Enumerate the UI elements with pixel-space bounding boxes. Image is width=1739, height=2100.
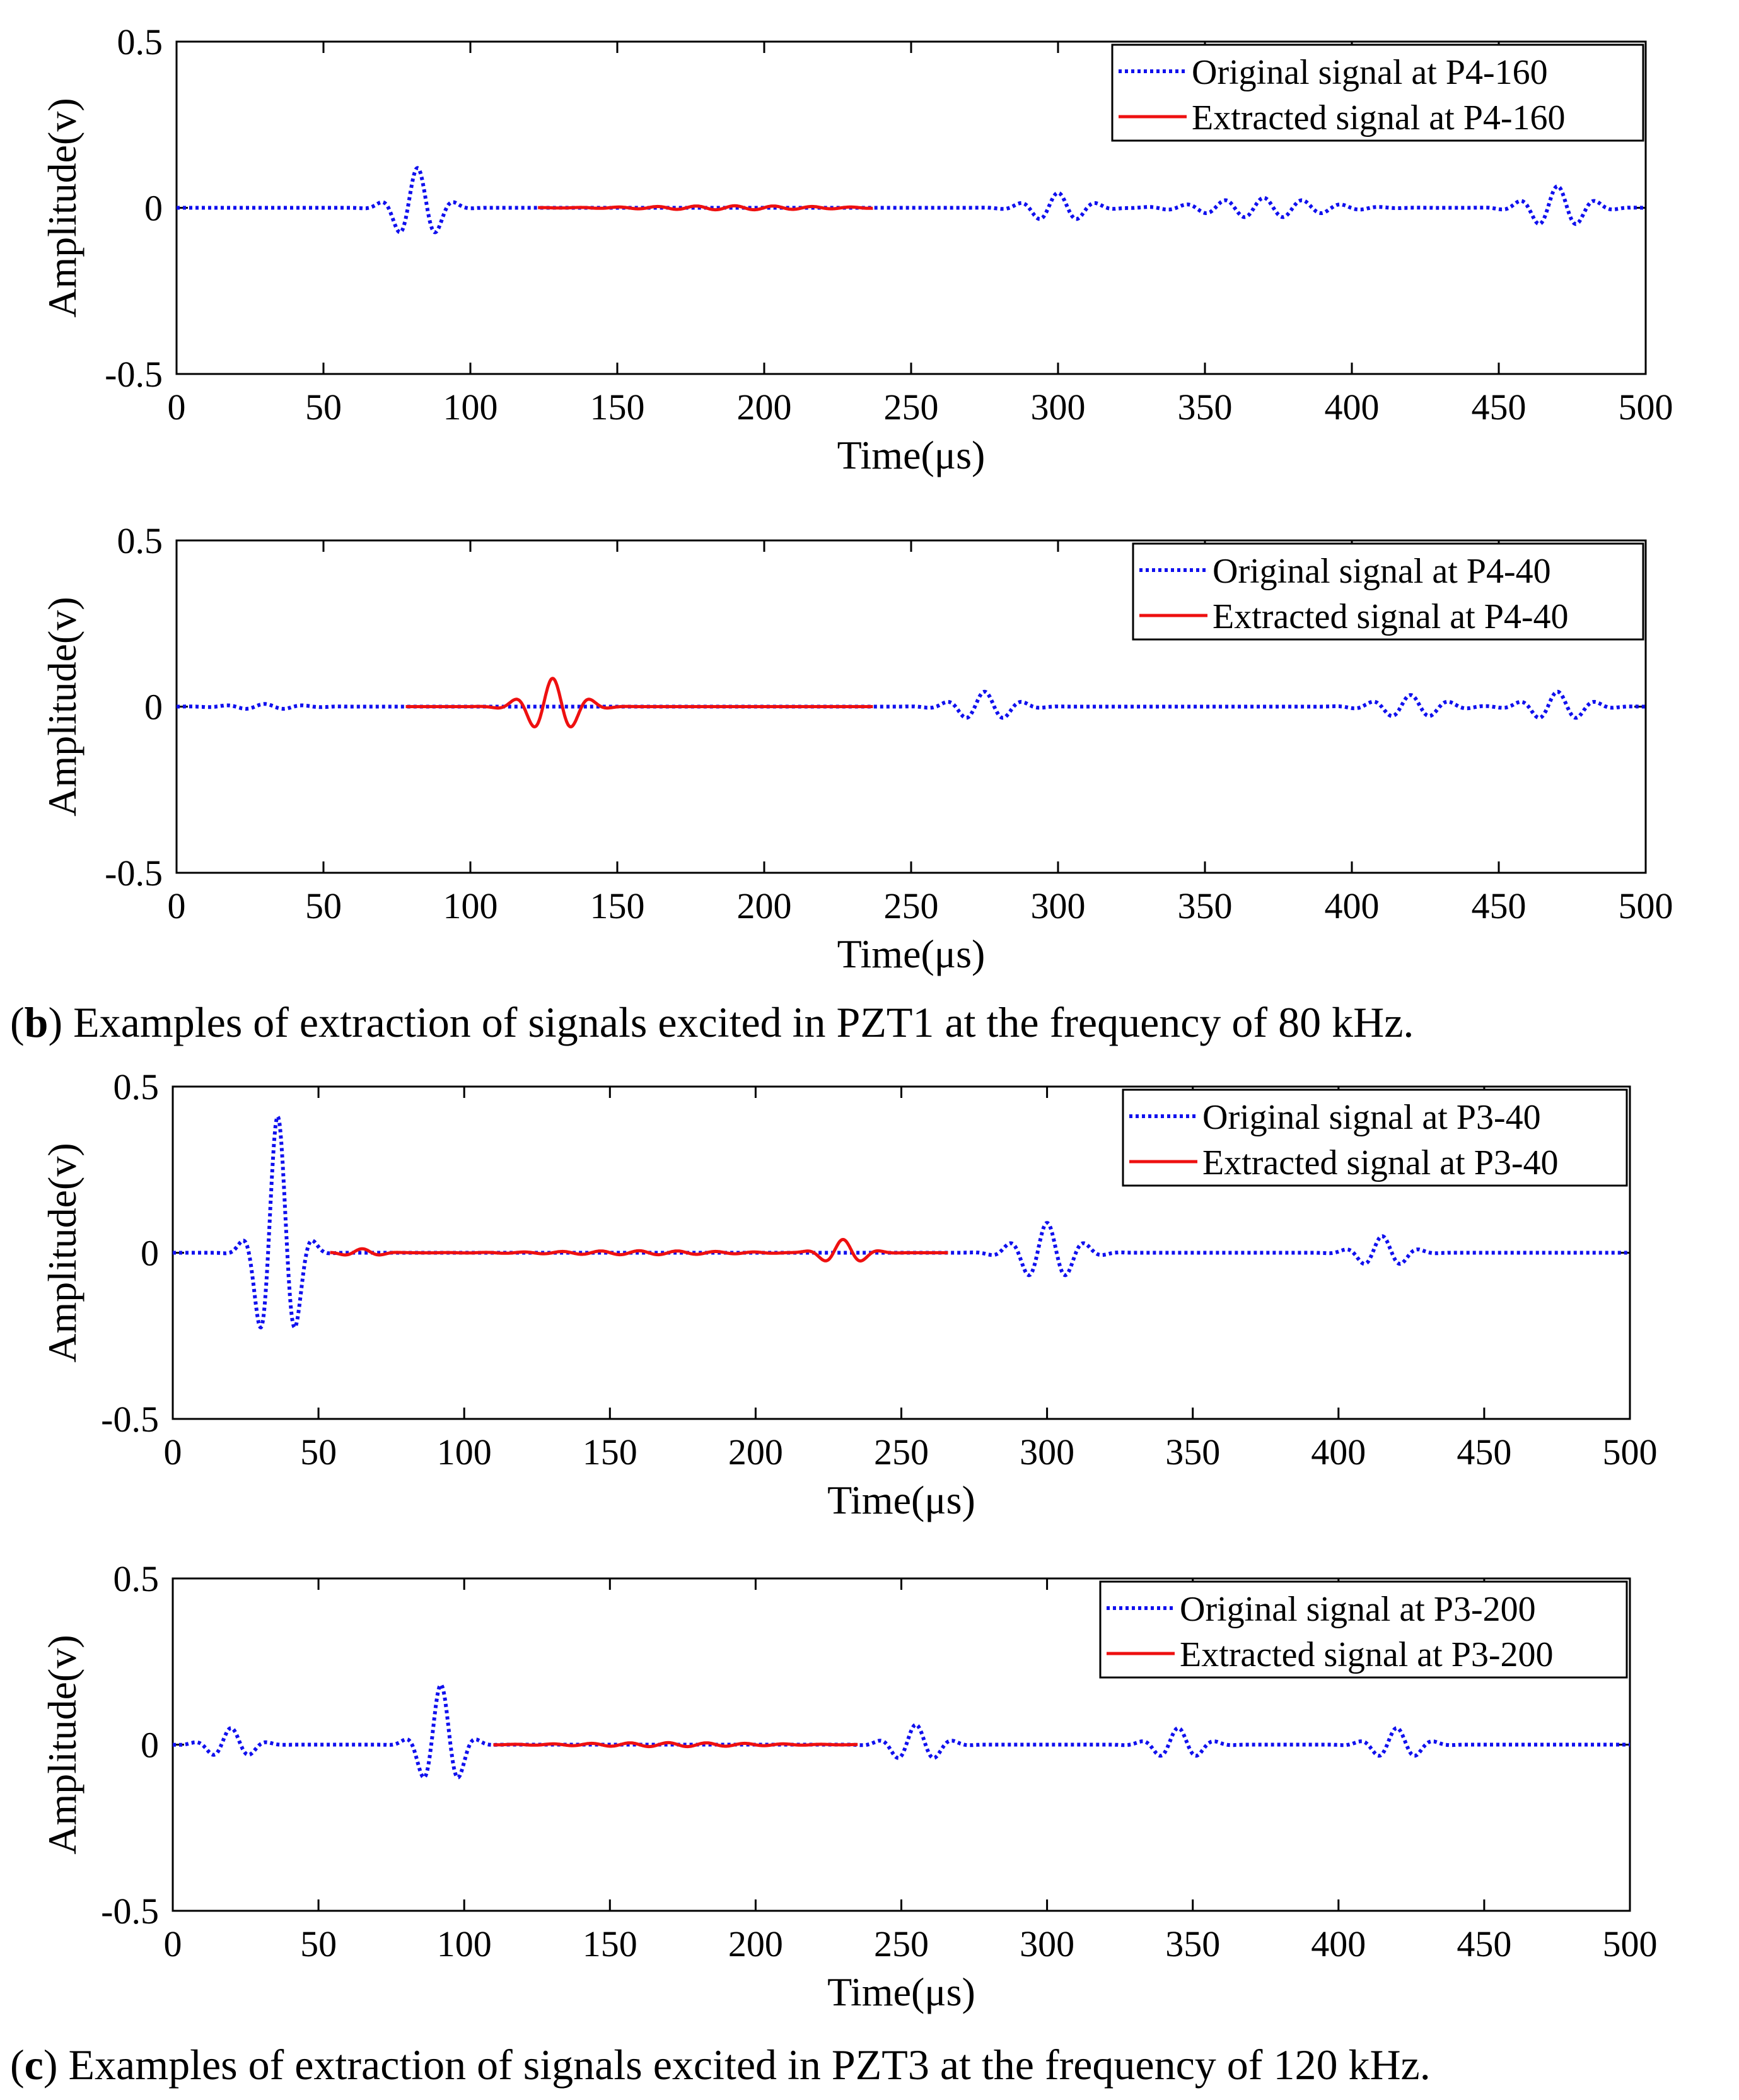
- y-tick-label: -0.5: [101, 1399, 159, 1440]
- legend-box: [1122, 1088, 1628, 1187]
- x-tick-label: 50: [300, 1432, 337, 1473]
- series-extracted-line: [492, 1741, 859, 1749]
- series-original-line: [175, 689, 1647, 720]
- x-tick-label: 150: [590, 387, 645, 428]
- x-tick-label: 300: [1031, 885, 1086, 926]
- legend: Original signal at P3-40 Extracted signal…: [1122, 1088, 1628, 1187]
- y-tick-label: -0.5: [101, 1891, 159, 1932]
- legend: Original signal at P4-160 Extracted signa…: [1111, 44, 1644, 142]
- x-tick-label: 150: [583, 1923, 637, 1964]
- legend-box: [1111, 44, 1644, 142]
- x-tick-label: 0: [164, 1432, 182, 1473]
- caption-c-text: Examples of extraction of signals excite…: [68, 2041, 1431, 2089]
- y-tick-label: 0: [144, 188, 163, 229]
- x-tick-label: 200: [728, 1923, 783, 1964]
- x-tick-label: 100: [437, 1923, 492, 1964]
- x-tick-label: 150: [583, 1432, 637, 1473]
- series-extracted-line: [329, 1238, 949, 1263]
- legend-label: Extracted signal at P3-40: [1202, 1143, 1559, 1182]
- y-tick-label: 0.5: [113, 1558, 160, 1599]
- series-extracted-line: [537, 204, 874, 212]
- x-tick-label: 50: [300, 1923, 337, 1964]
- y-tick-label: 0.5: [113, 1066, 160, 1107]
- x-tick-label: 0: [168, 885, 186, 926]
- y-axis-label: Amplitude(v): [40, 1143, 84, 1362]
- caption-c-label: c: [24, 2041, 44, 2089]
- x-tick-label: 200: [737, 885, 792, 926]
- legend-label: Extracted signal at P4-160: [1192, 98, 1566, 137]
- caption-b-label: b: [24, 998, 49, 1046]
- x-tick-label: 300: [1020, 1432, 1074, 1473]
- legend-label: Original signal at P4-40: [1213, 552, 1551, 591]
- x-tick-label: 250: [874, 1432, 929, 1473]
- x-axis-label: Time(μs): [827, 1478, 975, 1522]
- x-axis-label: Time(μs): [827, 1969, 975, 2014]
- x-tick-label: 400: [1325, 885, 1380, 926]
- x-tick-label: 350: [1178, 885, 1233, 926]
- caption-c: (c) Examples of extraction of signals ex…: [10, 2041, 1431, 2089]
- x-axis-label: Time(μs): [837, 931, 986, 976]
- x-tick-label: 50: [305, 387, 342, 428]
- series-extracted-line: [405, 677, 874, 728]
- x-tick-label: 450: [1472, 885, 1527, 926]
- x-tick-label: 300: [1031, 387, 1086, 428]
- x-tick-label: 500: [1619, 885, 1673, 926]
- legend-box: [1099, 1580, 1628, 1679]
- x-tick-label: 450: [1457, 1432, 1511, 1473]
- y-tick-label: 0.5: [117, 21, 163, 62]
- x-axis-label: Time(μs): [837, 433, 986, 477]
- x-tick-label: 250: [874, 1923, 929, 1964]
- y-tick-label: 0.5: [117, 520, 163, 561]
- x-tick-label: 350: [1165, 1923, 1220, 1964]
- legend-label: Original signal at P4-160: [1192, 53, 1548, 92]
- x-tick-label: 500: [1603, 1923, 1658, 1964]
- series-original-line: [175, 166, 1647, 235]
- x-tick-label: 100: [437, 1432, 492, 1473]
- y-tick-label: 0: [141, 1233, 159, 1274]
- y-axis-label: Amplitude(v): [40, 597, 84, 816]
- chart-1: 0 50 100 150 200 250 300 350 400 450 500-0.500.5Ti…: [40, 21, 1673, 477]
- x-tick-label: 250: [884, 387, 939, 428]
- x-tick-label: 500: [1603, 1432, 1658, 1473]
- legend-label: Extracted signal at P3-200: [1180, 1635, 1554, 1674]
- x-tick-label: 150: [590, 885, 645, 926]
- x-tick-label: 350: [1165, 1432, 1220, 1473]
- y-tick-label: -0.5: [105, 354, 163, 395]
- legend-label: Extracted signal at P4-40: [1213, 597, 1569, 636]
- caption-b: (b) Examples of extraction of signals ex…: [10, 998, 1414, 1046]
- legend: Original signal at P4-40 Extracted signal…: [1132, 542, 1644, 641]
- x-tick-label: 200: [728, 1432, 783, 1473]
- x-tick-label: 100: [443, 885, 498, 926]
- x-tick-label: 200: [737, 387, 792, 428]
- x-tick-label: 0: [168, 387, 186, 428]
- legend-label: Original signal at P3-40: [1202, 1098, 1541, 1137]
- caption-b-text: Examples of extraction of signals excite…: [73, 998, 1414, 1046]
- legend: Original signal at P3-200 Extracted signa…: [1099, 1580, 1628, 1679]
- legend-label: Original signal at P3-200: [1180, 1590, 1536, 1629]
- x-tick-label: 400: [1325, 387, 1380, 428]
- series-original-line: [172, 1683, 1631, 1780]
- x-tick-label: 400: [1311, 1923, 1366, 1964]
- legend-box: [1132, 542, 1644, 641]
- y-axis-label: Amplitude(v): [40, 1635, 84, 1854]
- x-tick-label: 500: [1619, 387, 1673, 428]
- x-tick-label: 0: [164, 1923, 182, 1964]
- x-tick-label: 300: [1020, 1923, 1074, 1964]
- x-tick-label: 100: [443, 387, 498, 428]
- y-tick-label: 0: [144, 687, 163, 728]
- x-tick-label: 250: [884, 885, 939, 926]
- chart-4: 0 50 100 150 200 250 300 350 400 450 500-0.500.5Ti…: [40, 1558, 1658, 2014]
- chart-2: 0 50 100 150 200 250 300 350 400 450 500-0.500.5Ti…: [40, 520, 1673, 976]
- chart-3: 0 50 100 150 200 250 300 350 400 450 5000.50-0.5Ti…: [40, 1066, 1658, 1522]
- x-tick-label: 350: [1178, 387, 1233, 428]
- y-tick-label: 0: [141, 1725, 159, 1766]
- x-tick-label: 400: [1311, 1432, 1366, 1473]
- x-tick-label: 50: [305, 885, 342, 926]
- y-axis-label: Amplitude(v): [40, 98, 84, 317]
- x-tick-label: 450: [1457, 1923, 1511, 1964]
- x-tick-label: 450: [1472, 387, 1527, 428]
- y-tick-label: -0.5: [105, 853, 163, 894]
